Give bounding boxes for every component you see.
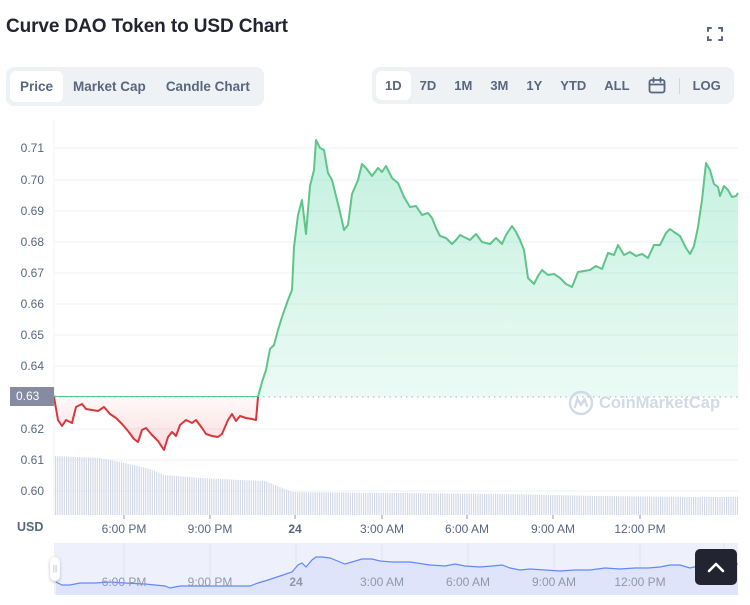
range-ytd[interactable]: YTD (560, 78, 587, 93)
currency-label: USD (17, 520, 44, 534)
coinmarketcap-watermark: CoinMarketCap (568, 390, 720, 416)
x-tick-label: 9:00 PM (187, 522, 233, 536)
navigator-x-label: 9:00 AM (531, 575, 577, 589)
navigator-area (56, 557, 738, 595)
y-tick-label: 0.68 (20, 235, 44, 249)
y-tick-label: 0.70 (20, 173, 44, 187)
range-7d[interactable]: 7D (419, 78, 437, 93)
range-all[interactable]: ALL (604, 78, 630, 93)
price-chart-plot (53, 120, 739, 595)
x-tick-label: 3:00 AM (359, 522, 405, 536)
y-tick-label: 0.64 (20, 359, 44, 373)
range-1d[interactable]: 1D (376, 71, 411, 100)
price-line-down (54, 397, 259, 451)
y-tick-label: 0.62 (20, 422, 44, 436)
tab-candle-chart[interactable]: Candle Chart (165, 79, 250, 94)
chart-type-tabs: Price Market Cap Candle Chart (6, 67, 264, 106)
drag-handle-icon: || (52, 564, 58, 573)
navigator-x-label: 6:00 AM (445, 575, 491, 589)
x-tick-label: 6:00 AM (444, 522, 490, 536)
y-tick-label: 0.65 (20, 328, 44, 342)
y-tick-label: 0.67 (20, 266, 44, 280)
price-line-up (54, 139, 739, 397)
navigator-x-label: 9:00 PM (187, 575, 233, 589)
expand-icon (707, 27, 723, 41)
current-price-badge: 0.63 (10, 387, 54, 406)
navigator-x-label: 3:00 AM (359, 575, 405, 589)
chevron-up-icon (707, 562, 725, 573)
calendar-icon (648, 77, 665, 94)
tab-market-cap[interactable]: Market Cap (73, 79, 146, 94)
y-tick-label: 0.61 (20, 453, 44, 467)
volume-bars (55, 456, 738, 515)
navigator-left-handle[interactable]: || (50, 557, 60, 581)
x-tick-label: 9:00 AM (530, 522, 576, 536)
y-tick-label: 0.71 (20, 141, 44, 155)
y-tick-label: 0.69 (20, 204, 44, 218)
time-range-selector: 1D 7D 1M 3M 1Y YTD ALL LOG (372, 67, 734, 104)
navigator-x-label: 6:00 PM (101, 575, 147, 589)
range-1m[interactable]: 1M (454, 78, 473, 93)
x-tick-label: 6:00 PM (101, 522, 147, 536)
tab-price[interactable]: Price (10, 71, 64, 102)
x-axis-ticks (123, 515, 641, 519)
coinmarketcap-logo-icon (568, 390, 594, 416)
navigator-line (55, 556, 738, 589)
collapse-navigator-button[interactable] (695, 549, 737, 585)
range-3m[interactable]: 3M (490, 78, 509, 93)
navigator-x-label-day: 24 (289, 575, 303, 589)
price-area-down (54, 397, 258, 450)
price-chart[interactable]: 0.71 0.70 0.69 0.68 0.67 0.66 0.65 0.64 … (0, 110, 750, 605)
watermark-text: CoinMarketCap (599, 393, 721, 412)
navigator-x-label: 12:00 PM (614, 575, 666, 589)
price-area-up (54, 140, 738, 397)
divider (678, 77, 680, 94)
page-title: Curve DAO Token to USD Chart (6, 16, 288, 37)
range-1y[interactable]: 1Y (526, 78, 543, 93)
y-tick-label: 0.66 (20, 297, 44, 311)
x-tick-label-day: 24 (288, 522, 302, 536)
log-scale-toggle[interactable]: LOG (692, 78, 721, 93)
y-tick-label: 0.60 (20, 484, 44, 498)
date-range-button[interactable] (639, 71, 675, 100)
x-tick-label: 12:00 PM (614, 522, 666, 536)
fullscreen-button[interactable] (706, 26, 724, 42)
